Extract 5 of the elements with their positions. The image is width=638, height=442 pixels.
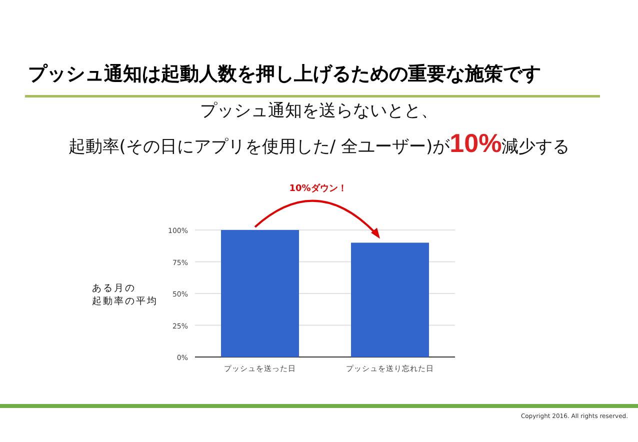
chart-title: プッシュ通知は起動人数を押し上げるための重要な施策です (28, 63, 541, 85)
y-axis-title: ある月の起動率の平均 (92, 283, 158, 307)
chart-subtitle: プッシュ通知を送らないとと、 (200, 101, 438, 121)
text: 10%ダウン！ (289, 183, 347, 194)
text: 起動率(その日にアプリを使用した/ 全ユーザー)が10%減少する (68, 128, 570, 158)
